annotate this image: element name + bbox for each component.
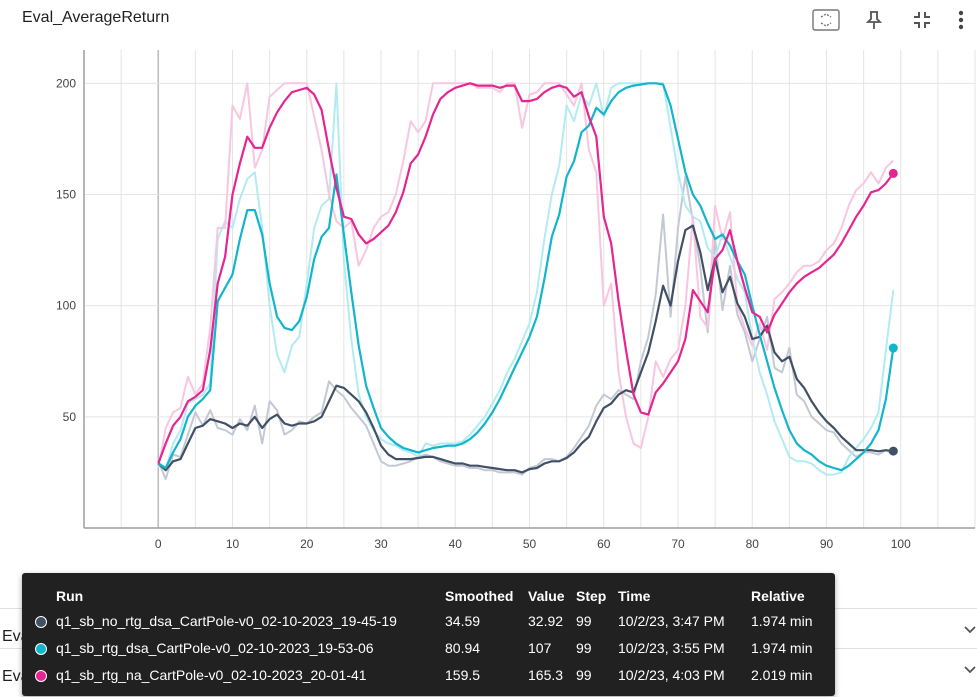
y-tick-label: 50 xyxy=(63,410,77,424)
x-tick-label: 80 xyxy=(746,537,760,551)
tooltip-run-name: q1_sb_rtg_dsa_CartPole-v0_02-10-2023_19-… xyxy=(56,640,374,656)
tick-labels: 0 10 20 30 40 50 60 70 80 90 100 50 100 150 200 xyxy=(56,76,911,551)
fit-domain-button[interactable] xyxy=(809,6,843,34)
line-chart[interactable]: 0 10 20 30 40 50 60 70 80 90 100 50 100 150 200 xyxy=(0,40,977,560)
tooltip-value: 32.92 xyxy=(528,613,564,629)
x-tick-label: 30 xyxy=(374,537,388,551)
tooltip-time: 10/2/23, 3:47 PM xyxy=(618,613,725,629)
y-tick-label: 100 xyxy=(56,299,76,313)
series-end-dot xyxy=(888,168,898,178)
tooltip-header-relative: Relative xyxy=(751,588,805,604)
more-options-button[interactable] xyxy=(953,6,969,34)
smoothed-series-lines xyxy=(157,82,895,474)
series-color-swatch xyxy=(35,643,47,655)
tooltip-time: 10/2/23, 3:55 PM xyxy=(618,640,725,656)
chevron-down-icon[interactable] xyxy=(963,663,977,677)
x-tick-label: 50 xyxy=(523,537,537,551)
tooltip-smoothed: 34.59 xyxy=(445,613,481,629)
tooltip-header-run: Run xyxy=(56,588,84,604)
tooltip-relative: 2.019 min xyxy=(751,667,813,683)
tooltip-value: 107 xyxy=(528,640,552,656)
chart-toolbar xyxy=(809,6,969,34)
series-end-markers xyxy=(888,168,898,456)
tooltip-step: 99 xyxy=(576,667,592,683)
pin-icon xyxy=(865,11,883,29)
x-tick-label: 100 xyxy=(891,537,911,551)
tooltip-header-value: Value xyxy=(528,588,565,604)
raw-series-line xyxy=(157,82,895,476)
x-tick-label: 10 xyxy=(226,537,240,551)
data-tooltip: Run Smoothed Value Step Time Relative q1… xyxy=(22,573,835,696)
tooltip-smoothed: 80.94 xyxy=(445,640,481,656)
fit-domain-icon xyxy=(812,9,840,31)
x-tick-label: 90 xyxy=(820,537,834,551)
tooltip-relative: 1.974 min xyxy=(751,613,813,629)
tooltip-header-smoothed: Smoothed xyxy=(445,588,514,604)
chart-card-title: Eval_AverageReturn xyxy=(22,9,170,26)
chevron-down-icon[interactable] xyxy=(963,623,977,637)
series-end-dot xyxy=(888,446,898,456)
smoothed-series-line xyxy=(157,224,894,474)
fullscreen-button[interactable] xyxy=(905,6,939,34)
tooltip-value: 165.3 xyxy=(528,667,564,683)
series-color-swatch xyxy=(35,616,47,628)
pin-button[interactable] xyxy=(857,6,891,34)
smoothed-series-line xyxy=(157,82,895,472)
x-tick-label: 60 xyxy=(597,537,611,551)
y-tick-label: 200 xyxy=(56,76,76,90)
series-end-dot xyxy=(888,343,898,353)
tooltip-step: 99 xyxy=(576,613,592,629)
x-tick-label: 40 xyxy=(449,537,463,551)
tooltip-step: 99 xyxy=(576,640,592,656)
chart-axes xyxy=(83,50,975,529)
fullscreen-icon xyxy=(914,12,930,28)
tooltip-relative: 1.974 min xyxy=(751,640,813,656)
y-tick-label: 150 xyxy=(56,188,76,202)
more-vert-icon xyxy=(958,10,964,30)
tooltip-run-name: q1_sb_no_rtg_dsa_CartPole-v0_02-10-2023_… xyxy=(56,613,397,629)
series-color-swatch xyxy=(35,670,47,682)
smoothed-series-line xyxy=(157,82,895,464)
x-tick-label: 0 xyxy=(155,537,162,551)
tooltip-header-step: Step xyxy=(576,588,607,604)
raw-series-line xyxy=(157,175,894,481)
tooltip-time: 10/2/23, 4:03 PM xyxy=(618,667,725,683)
tooltip-smoothed: 159.5 xyxy=(445,667,481,683)
x-tick-label: 70 xyxy=(671,537,685,551)
tooltip-run-name: q1_sb_rtg_na_CartPole-v0_02-10-2023_20-0… xyxy=(56,667,367,683)
x-tick-label: 20 xyxy=(300,537,314,551)
tooltip-header-time: Time xyxy=(618,588,651,604)
